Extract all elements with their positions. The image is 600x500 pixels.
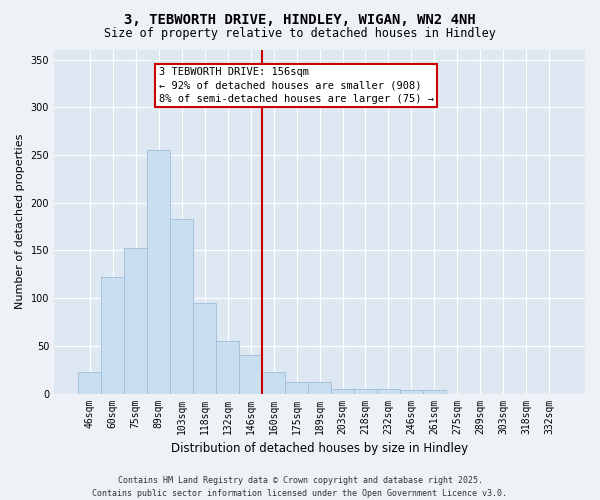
Bar bbox=[216, 341, 239, 394]
Text: Size of property relative to detached houses in Hindley: Size of property relative to detached ho… bbox=[104, 27, 496, 40]
Text: 3, TEBWORTH DRIVE, HINDLEY, WIGAN, WN2 4NH: 3, TEBWORTH DRIVE, HINDLEY, WIGAN, WN2 4… bbox=[124, 12, 476, 26]
Bar bbox=[262, 372, 285, 394]
Text: Contains HM Land Registry data © Crown copyright and database right 2025.
Contai: Contains HM Land Registry data © Crown c… bbox=[92, 476, 508, 498]
Bar bbox=[101, 277, 124, 394]
Bar bbox=[423, 390, 446, 394]
Text: 3 TEBWORTH DRIVE: 156sqm
← 92% of detached houses are smaller (908)
8% of semi-d: 3 TEBWORTH DRIVE: 156sqm ← 92% of detach… bbox=[158, 67, 434, 104]
Bar bbox=[147, 150, 170, 394]
Bar bbox=[331, 389, 354, 394]
Y-axis label: Number of detached properties: Number of detached properties bbox=[15, 134, 25, 310]
X-axis label: Distribution of detached houses by size in Hindley: Distribution of detached houses by size … bbox=[171, 442, 468, 455]
Bar bbox=[400, 390, 423, 394]
Bar bbox=[285, 382, 308, 394]
Bar bbox=[308, 382, 331, 394]
Bar bbox=[377, 389, 400, 394]
Bar bbox=[193, 303, 216, 394]
Bar bbox=[124, 248, 147, 394]
Bar bbox=[78, 372, 101, 394]
Bar bbox=[170, 219, 193, 394]
Bar bbox=[239, 356, 262, 394]
Bar bbox=[354, 389, 377, 394]
